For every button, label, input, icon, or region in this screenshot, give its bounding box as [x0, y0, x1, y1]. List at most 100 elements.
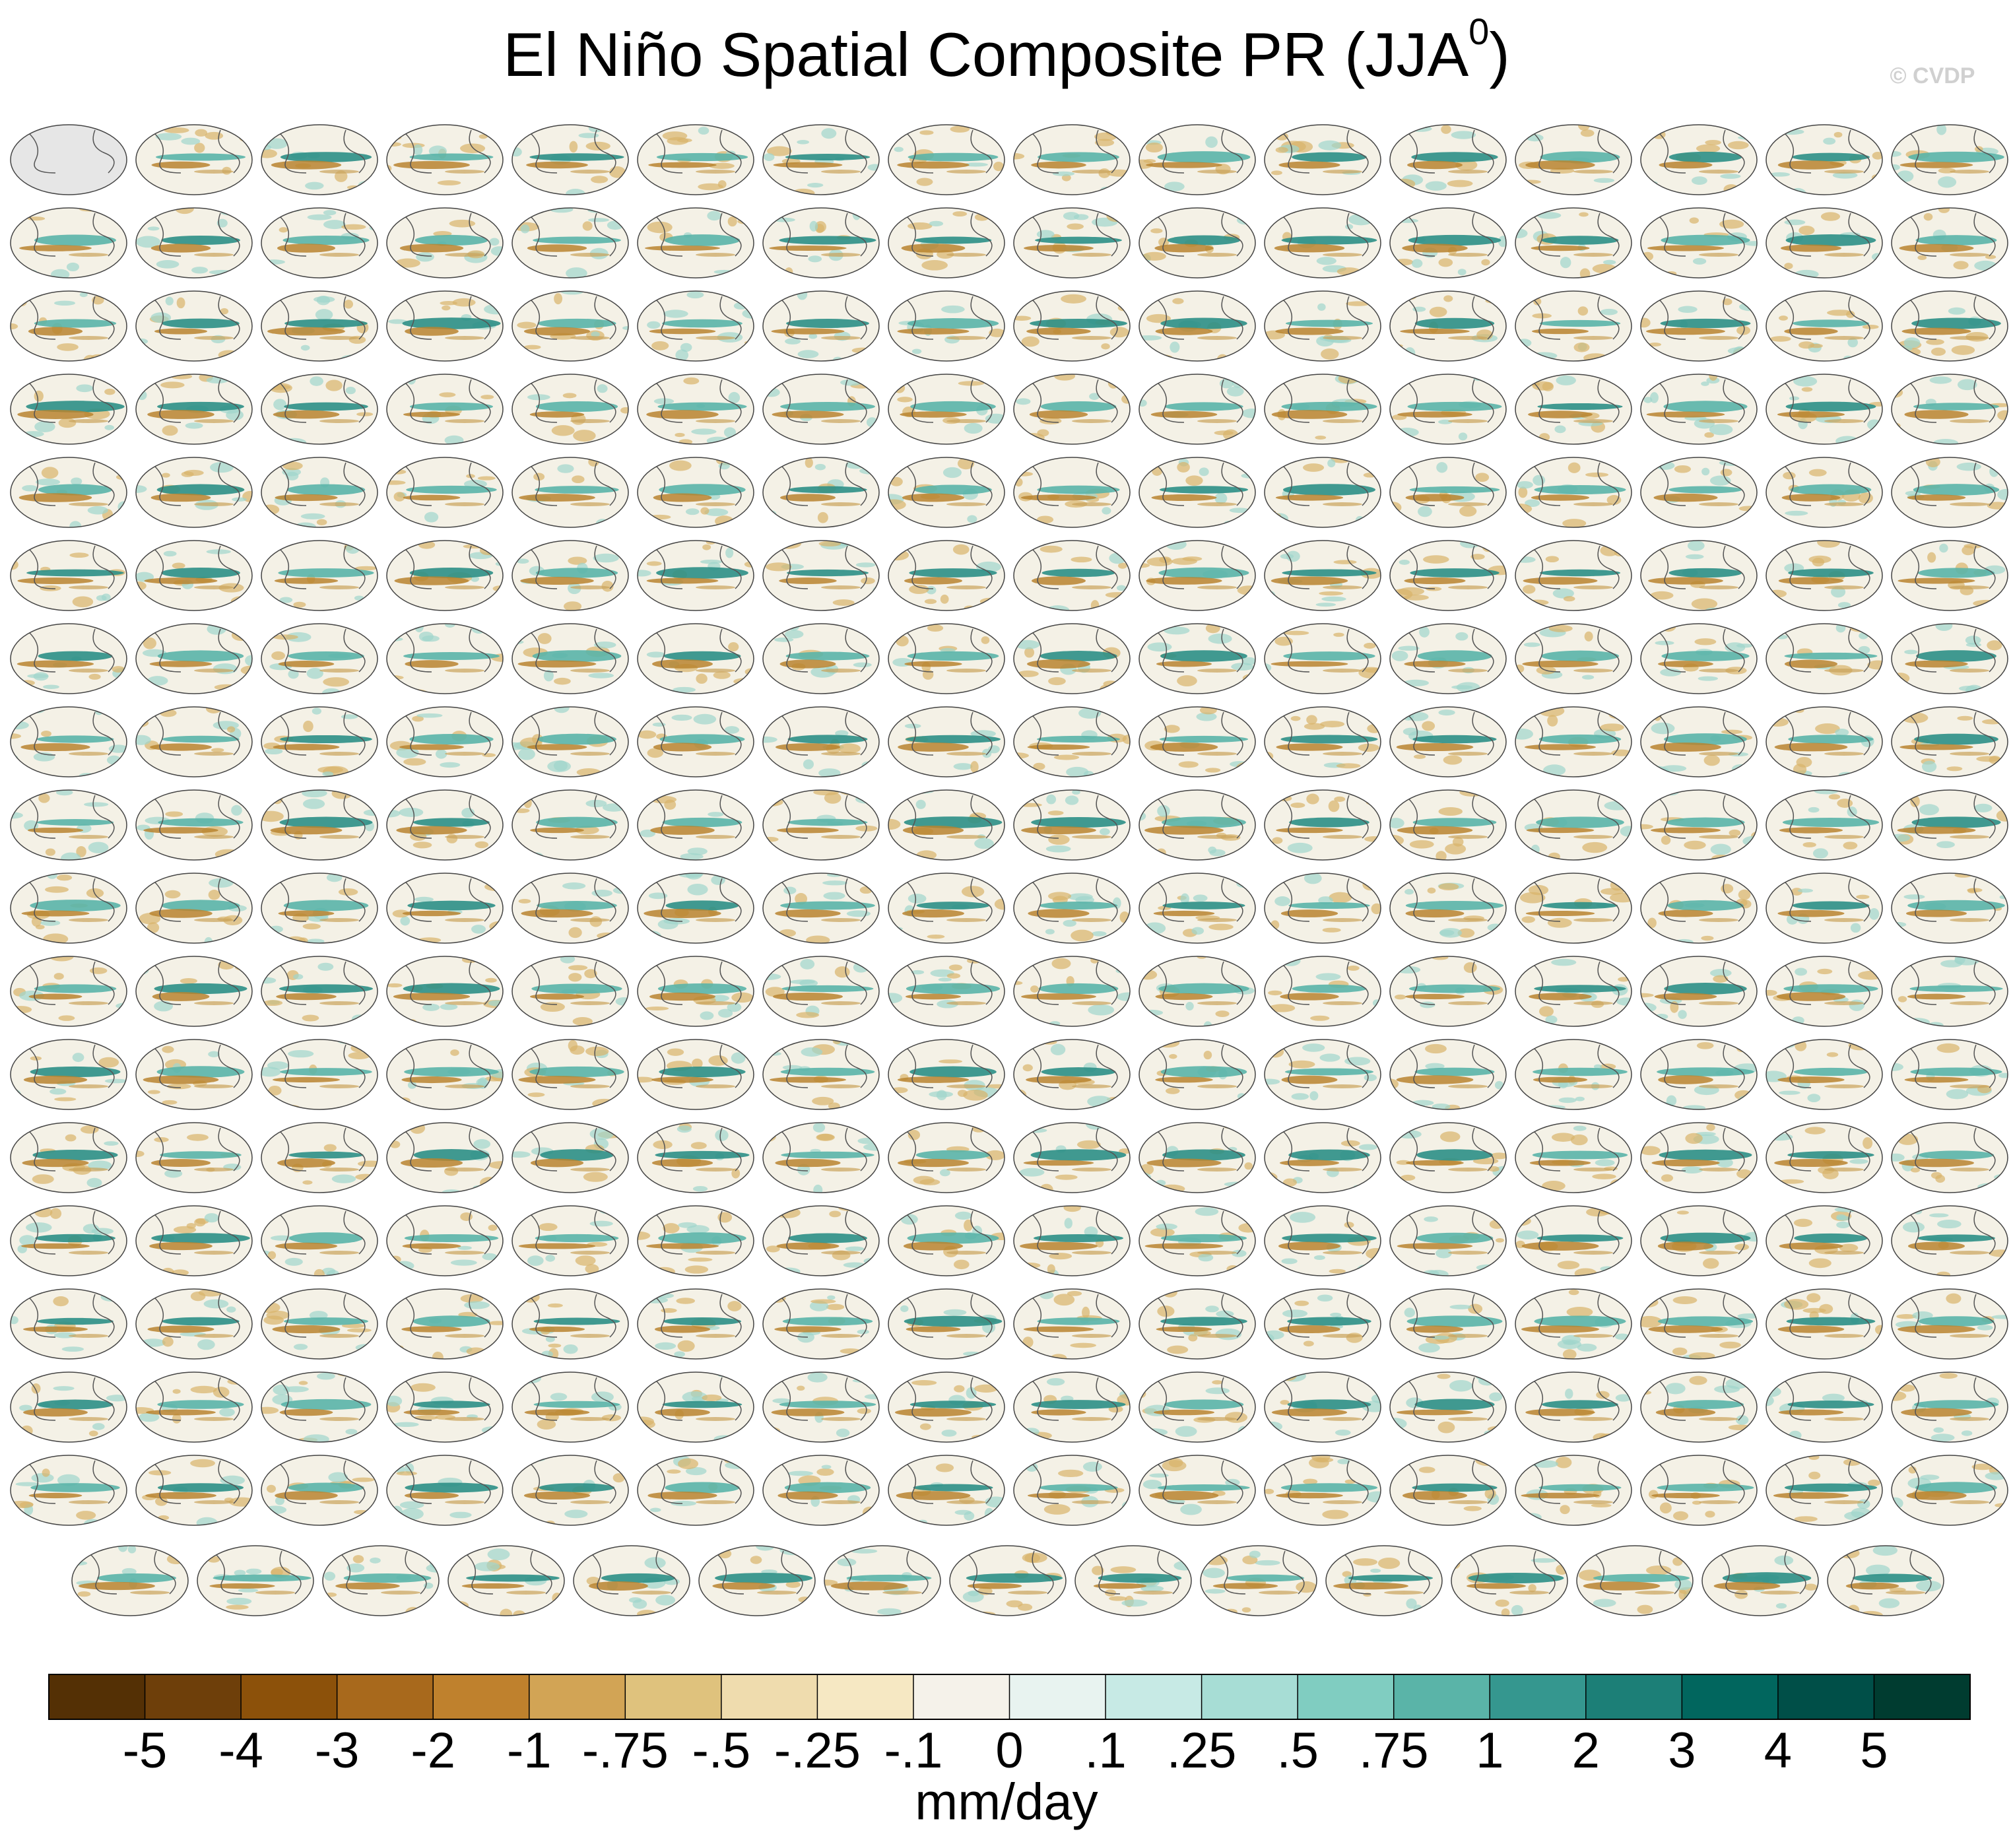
map-blob: [1935, 624, 1953, 631]
map-band: [1699, 336, 1738, 340]
map-panel: [11, 291, 127, 361]
map-band: [1668, 568, 1742, 578]
map-blob: [325, 380, 343, 391]
map-blob: [1705, 1546, 1723, 1552]
map-blob: [345, 386, 356, 395]
map-panel: [1390, 125, 1506, 195]
map-border: [888, 1122, 1005, 1193]
coastline: [1157, 878, 1243, 922]
coastline: [1909, 795, 1996, 839]
map-panel: [1390, 208, 1506, 278]
map-band: [143, 1075, 219, 1084]
map-blob: [564, 601, 582, 610]
map-blob: [1892, 387, 1903, 399]
coastline: [906, 379, 993, 423]
map-border: [637, 1371, 754, 1443]
map-blob: [1287, 842, 1313, 853]
map-blob: [1977, 1325, 1993, 1331]
coastline: [781, 1127, 867, 1172]
map-blob: [963, 162, 988, 167]
coastline: [154, 213, 240, 257]
map-blob: [1364, 836, 1381, 842]
map-blob: [1321, 348, 1339, 360]
coastline: [1533, 961, 1620, 1005]
map-panel: [11, 1206, 127, 1276]
map-band: [1280, 1483, 1378, 1492]
map-band: [901, 244, 966, 253]
coastline: [90, 1550, 176, 1595]
map-border: [261, 1039, 378, 1110]
map-blob: [1794, 1516, 1818, 1522]
map-blob: [1066, 766, 1089, 777]
map-blob: [1568, 1289, 1579, 1296]
coastline: [1659, 961, 1745, 1005]
map-band: [1950, 1251, 1989, 1255]
map-blob: [210, 461, 234, 473]
map-blob: [482, 1253, 497, 1261]
map-panel: [512, 707, 628, 777]
map-panel: [1390, 624, 1506, 694]
map-band: [1536, 1234, 1624, 1242]
map-band: [909, 1401, 997, 1408]
map-band: [570, 1251, 610, 1255]
coastline: [530, 628, 616, 673]
map-blob: [1366, 1248, 1381, 1259]
map-band: [650, 826, 715, 835]
map-blob: [1868, 908, 1880, 920]
map-blob: [261, 977, 277, 984]
map-blob: [1390, 125, 1401, 138]
map-blob: [667, 1048, 684, 1056]
map-blob: [685, 508, 700, 515]
map-blob: [1523, 642, 1540, 647]
coastline: [655, 628, 742, 673]
map-border: [888, 540, 1005, 611]
map-blob: [821, 1465, 832, 1469]
map-blob: [1563, 596, 1575, 602]
map-blob: [1330, 1312, 1342, 1317]
map-blob: [582, 221, 593, 231]
map-band: [22, 1158, 89, 1168]
map-band: [910, 401, 996, 412]
map-band: [1041, 1067, 1116, 1076]
map-blob: [1228, 1146, 1238, 1152]
map-band: [69, 918, 108, 922]
map-panel: [888, 624, 1005, 694]
map-panel: [387, 1040, 503, 1109]
map-blob: [728, 642, 739, 652]
coastline: [1784, 878, 1870, 922]
coastline: [28, 462, 115, 506]
map-blob: [395, 258, 420, 268]
map-blob: [1903, 337, 1921, 348]
map-border: [1640, 1122, 1758, 1193]
map-band: [645, 1243, 719, 1249]
map-band: [696, 1251, 735, 1255]
coastline: [1157, 628, 1243, 673]
coastline: [1408, 545, 1494, 589]
map-band: [1402, 1491, 1468, 1500]
map-band: [412, 1401, 490, 1408]
map-band: [194, 253, 234, 257]
coastline: [154, 379, 240, 423]
map-blob: [19, 1235, 36, 1246]
map-band: [36, 735, 114, 743]
map-blob: [1306, 793, 1319, 805]
colorbar-box: [1682, 1674, 1779, 1719]
map-blob: [280, 624, 289, 630]
map-blob: [155, 133, 182, 141]
map-blob: [1485, 711, 1506, 719]
map-blob: [1169, 1054, 1177, 1059]
map-blob: [316, 1372, 335, 1380]
map-band: [1024, 244, 1094, 252]
map-blob: [993, 162, 1005, 172]
map-blob: [1244, 1162, 1253, 1170]
map-blob: [550, 1604, 564, 1614]
map-blob: [1356, 1264, 1375, 1276]
map-blob: [1865, 1564, 1890, 1577]
map-blob: [1641, 513, 1650, 523]
map-blob: [1280, 1400, 1290, 1405]
map-border: [1389, 956, 1507, 1027]
coastline: [655, 1044, 742, 1088]
map-band: [570, 253, 610, 257]
map-panel: [638, 1372, 754, 1442]
map-blob: [1457, 269, 1467, 276]
